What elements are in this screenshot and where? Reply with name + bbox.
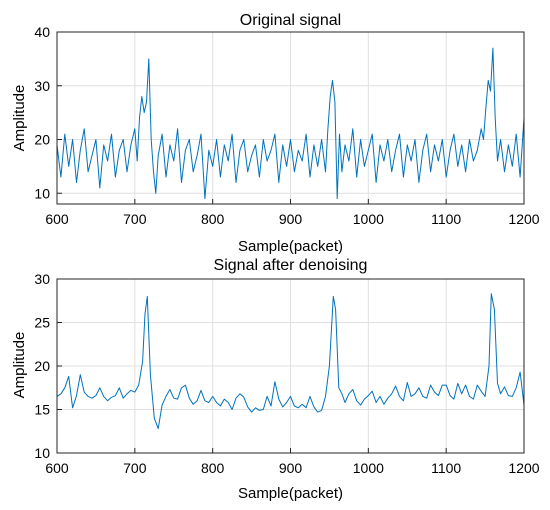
x-tick-label: 600 — [45, 460, 69, 476]
x-tick-label: 1200 — [508, 211, 539, 227]
series-line — [56, 293, 525, 430]
series-line — [56, 47, 525, 200]
x-tick-label: 600 — [45, 211, 69, 227]
chart-title: Original signal — [240, 12, 341, 29]
x-axis-label: Sample(packet) — [238, 238, 343, 255]
y-tick-label: 20 — [34, 358, 50, 374]
x-tick-label: 1100 — [431, 211, 461, 227]
y-tick-label: 10 — [34, 185, 50, 201]
grid — [56, 31, 525, 204]
y-tick-label: 20 — [34, 132, 50, 148]
y-tick-label: 15 — [34, 402, 50, 418]
grid — [56, 278, 525, 454]
x-tick-label: 900 — [279, 460, 303, 476]
x-tick-label: 700 — [123, 211, 147, 227]
x-tick-label: 1100 — [431, 460, 461, 476]
ticks: 600 700 800 900 1000 1100 1200 10 20 30 40 — [34, 24, 539, 227]
x-tick-label: 800 — [201, 211, 225, 227]
chart-original-signal: Original signal Sample(packet) Amplitude… — [11, 12, 540, 255]
series — [56, 47, 525, 200]
y-axis-label: Amplitude — [11, 332, 28, 399]
x-tick-label: 700 — [123, 460, 147, 476]
y-tick-label: 25 — [34, 315, 50, 331]
x-tick-label: 1200 — [508, 460, 539, 476]
y-axis-label: Amplitude — [11, 85, 28, 152]
x-tick-label: 1000 — [353, 211, 384, 227]
x-axis-label: Sample(packet) — [238, 485, 343, 502]
x-tick-label: 1000 — [353, 460, 384, 476]
ticks: 600 700 800 900 1000 1100 1200 10 15 20 25 30 — [34, 271, 539, 476]
x-tick-label: 900 — [279, 211, 303, 227]
y-tick-label: 30 — [34, 78, 50, 94]
y-tick-label: 10 — [34, 445, 50, 461]
x-tick-label: 800 — [201, 460, 225, 476]
y-tick-label: 30 — [34, 271, 50, 287]
series — [56, 293, 525, 430]
chart-signal-after-denoising: Signal after denoising Sample(packet) Am… — [11, 257, 540, 502]
chart-title: Signal after denoising — [214, 257, 368, 274]
y-tick-label: 40 — [34, 24, 50, 40]
